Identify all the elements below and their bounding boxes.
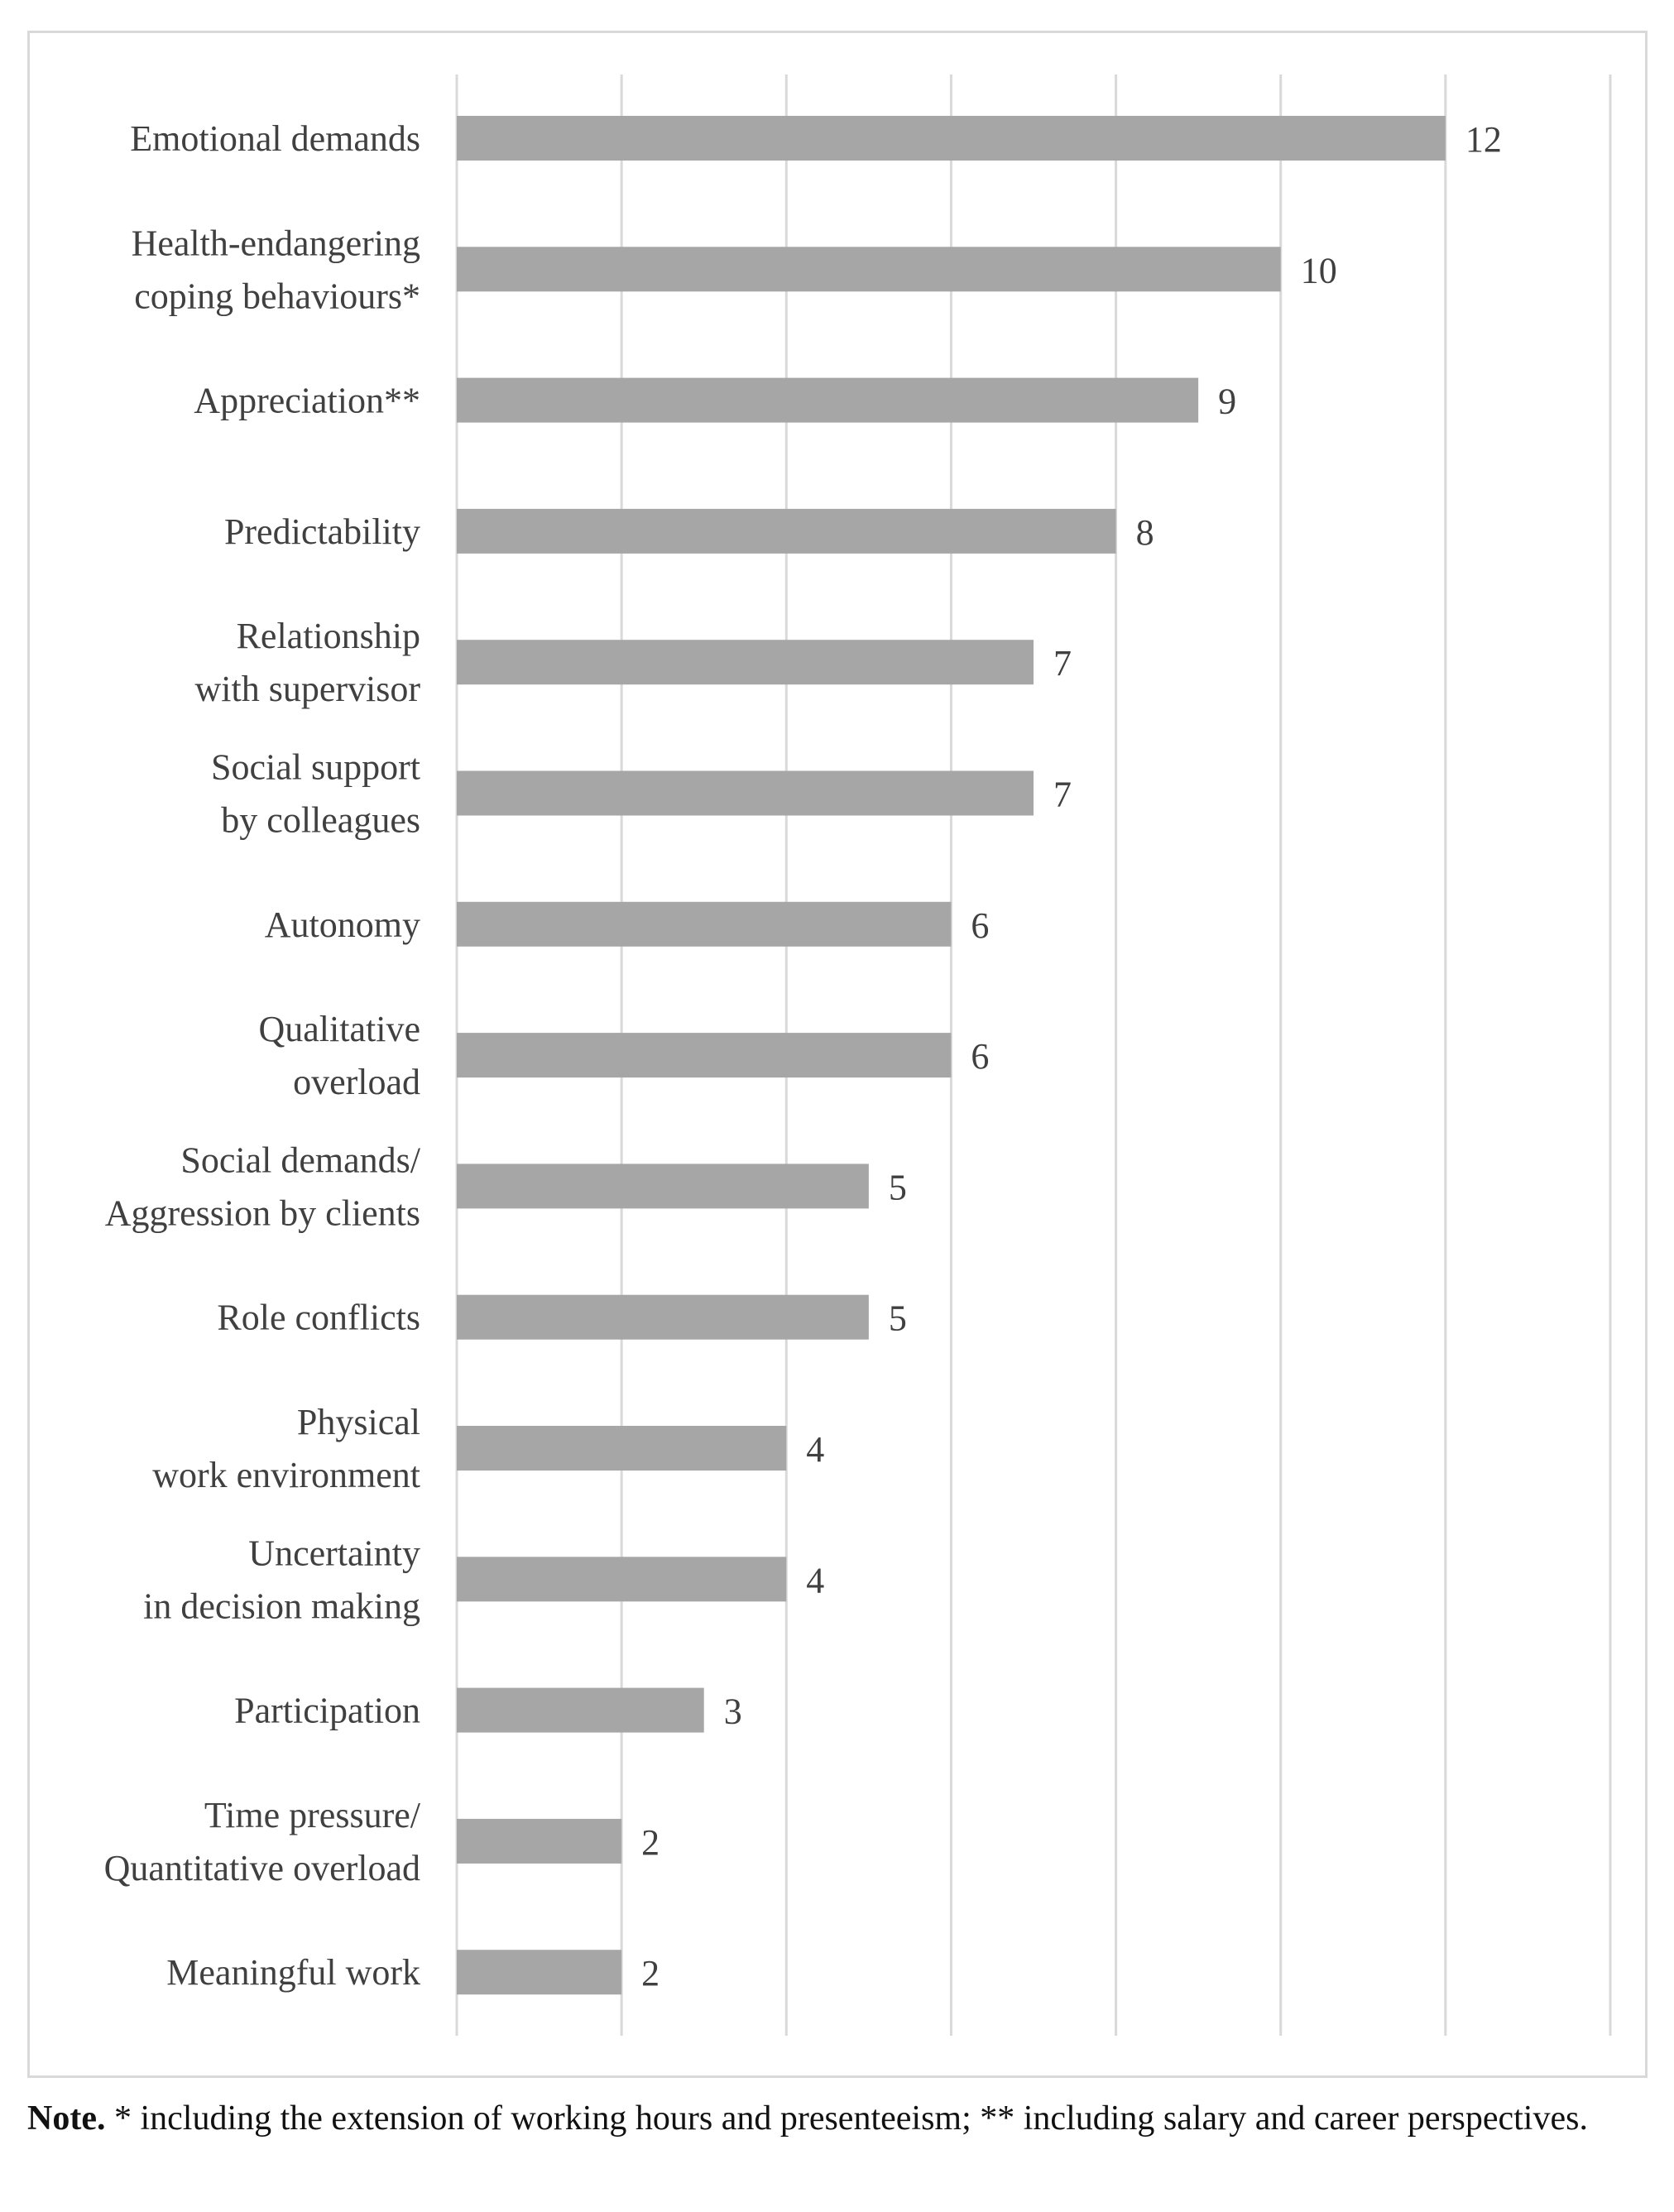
data-label-1: 10: [1301, 250, 1337, 290]
category-label-8-line-0: Social demands/: [180, 1140, 420, 1180]
category-label-12: Participation: [234, 1691, 420, 1731]
category-label-11-line-1: in decision making: [143, 1586, 420, 1626]
bar-0: [457, 116, 1446, 161]
category-label-13-line-0: Time pressure/: [204, 1795, 421, 1835]
category-label-8-line-1: Aggression by clients: [105, 1192, 420, 1233]
bar-12: [457, 1687, 704, 1733]
category-label-2: Appreciation**: [194, 381, 420, 421]
category-label-0: Emotional demands: [130, 118, 420, 159]
bar-13: [457, 1818, 622, 1864]
bar-1: [457, 247, 1281, 292]
data-label-0: 12: [1465, 119, 1502, 160]
bar-chart: 12 Emotional demands 10 Health-endangering c…: [104, 74, 1612, 2036]
data-label-4: 7: [1053, 643, 1072, 684]
category-label-5-line-0: Social support: [211, 747, 420, 788]
data-label-14: 2: [641, 1953, 660, 1994]
data-label-13: 2: [641, 1822, 660, 1863]
category-label-14: Meaningful work: [166, 1952, 420, 1993]
category-label-1-line-0: Health-endangering: [132, 223, 420, 263]
bar-4: [457, 640, 1034, 685]
bar-6: [457, 901, 952, 947]
bar-8: [457, 1164, 869, 1209]
data-label-11: 4: [806, 1560, 824, 1600]
category-label-6: Autonomy: [265, 904, 420, 945]
category-label-4-line-1: with supervisor: [194, 669, 420, 709]
data-label-9: 5: [889, 1298, 907, 1339]
category-label-10-line-0: Physical: [297, 1402, 420, 1442]
category-label-7-line-1: overload: [293, 1062, 420, 1102]
category-label-11-line-0: Uncertainty: [248, 1533, 420, 1573]
category-label-5-line-1: by colleagues: [221, 800, 420, 841]
category-label-3: Predictability: [224, 511, 420, 552]
bar-9: [457, 1294, 869, 1340]
bar-11: [457, 1557, 787, 1602]
data-label-12: 3: [724, 1691, 742, 1732]
bar-2: [457, 377, 1199, 423]
bar-5: [457, 770, 1034, 816]
figure-note: Note. * including the extension of worki…: [27, 2092, 1649, 2145]
category-label-4-line-0: Relationship: [237, 616, 420, 656]
data-label-8: 5: [889, 1167, 907, 1207]
data-label-7: 6: [971, 1036, 989, 1077]
bar-10: [457, 1426, 787, 1471]
category-label-9: Role conflicts: [217, 1298, 420, 1338]
bar-3: [457, 508, 1116, 554]
category-label-1-line-1: coping behaviours*: [134, 276, 420, 316]
category-label-7-line-0: Qualitative: [259, 1009, 421, 1049]
data-label-3: 8: [1136, 512, 1154, 553]
data-label-6: 6: [971, 905, 989, 946]
bar-14: [457, 1950, 622, 1995]
category-label-10-line-1: work environment: [152, 1455, 420, 1495]
data-label-5: 7: [1053, 775, 1072, 815]
note-text: * including the extension of working hou…: [105, 2099, 1588, 2138]
data-label-2: 9: [1218, 381, 1236, 422]
data-label-10: 4: [806, 1429, 824, 1470]
note-label: Note.: [27, 2099, 106, 2138]
category-label-13-line-1: Quantitative overload: [104, 1848, 420, 1888]
bar-7: [457, 1033, 952, 1078]
